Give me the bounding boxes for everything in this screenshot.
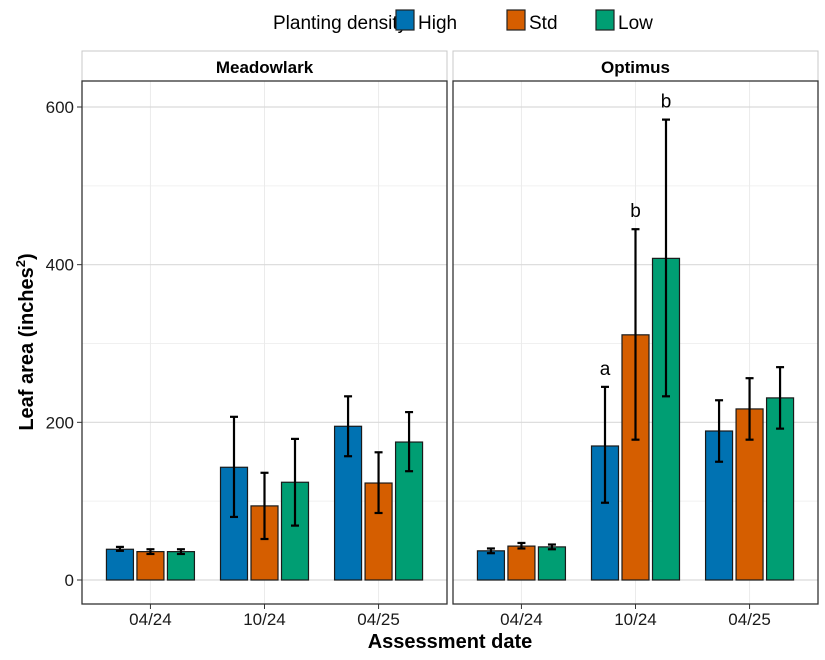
legend: Planting density High Std Low	[273, 9, 653, 34]
legend-swatch-std	[506, 9, 526, 31]
legend-label-low: Low	[618, 13, 653, 34]
x-tick-label: 10/24	[614, 610, 657, 629]
significance-label: b	[661, 92, 672, 113]
significance-label: b	[630, 201, 641, 222]
bar-high-04-24	[476, 550, 506, 581]
facet-strip	[81, 50, 448, 82]
error-bar	[517, 541, 526, 550]
x-tick-label: 04/24	[500, 610, 543, 629]
error-bar	[405, 410, 414, 473]
bar-high-04-24	[105, 548, 135, 581]
error-bar	[631, 228, 640, 441]
legend-swatch-high	[395, 9, 415, 31]
significance-label: a	[600, 359, 611, 380]
legend-swatch-low	[595, 9, 615, 31]
error-bar	[146, 548, 155, 556]
x-tick-label: 10/24	[243, 610, 286, 629]
bar-std-04-24	[136, 551, 165, 581]
x-axis-title: Assessment date	[368, 631, 533, 653]
legend-title: Planting density	[273, 13, 408, 34]
panel-optimus: Optimus a b b 04/24 10/24 04/25	[452, 50, 819, 629]
panel-meadowlark: Meadowlark 04/24 10/24 04/25	[81, 50, 448, 629]
bar-low-10-24	[280, 481, 310, 581]
error-bar	[374, 451, 383, 515]
legend-entry-low: Low	[595, 9, 653, 34]
y-axis: 0 200 400 600	[46, 98, 82, 590]
bar-low-04-24	[166, 551, 196, 581]
error-bar	[230, 415, 238, 519]
y-tick-label: 200	[46, 413, 74, 432]
error-bar	[547, 543, 556, 551]
error-bar	[115, 545, 124, 552]
facet-title: Meadowlark	[216, 58, 314, 77]
facet-strip	[452, 50, 819, 82]
y-tick-label: 400	[46, 256, 74, 275]
x-tick-label: 04/25	[728, 610, 771, 629]
error-bar	[601, 385, 609, 504]
x-tick-label: 04/24	[129, 610, 172, 629]
bar-std-04-24	[507, 545, 536, 581]
y-axis-title-superscript: 2	[13, 260, 28, 267]
error-bar	[662, 118, 670, 398]
error-bar	[176, 548, 185, 556]
error-bar	[715, 399, 724, 463]
y-tick-label: 600	[46, 98, 74, 117]
facet-title: Optimus	[601, 58, 670, 77]
error-bar	[260, 471, 269, 541]
legend-entry-high: High	[395, 9, 457, 34]
bar-low-04-24	[537, 546, 567, 581]
error-bar	[344, 395, 353, 458]
error-bar	[745, 377, 754, 441]
y-axis-title-main: Leaf area (inches	[16, 267, 38, 430]
error-bar	[291, 437, 299, 527]
y-tick-label: 0	[65, 571, 74, 590]
y-axis-title: Leaf area (inches2)	[13, 253, 38, 430]
legend-label-high: High	[418, 13, 457, 34]
legend-entry-std: Std	[506, 9, 558, 34]
x-tick-label: 04/25	[357, 610, 400, 629]
bar-high-10-24	[219, 466, 249, 581]
legend-label-std: Std	[529, 13, 558, 34]
error-bar	[776, 366, 785, 430]
error-bar	[486, 547, 495, 555]
y-axis-title-suffix: )	[16, 253, 38, 260]
